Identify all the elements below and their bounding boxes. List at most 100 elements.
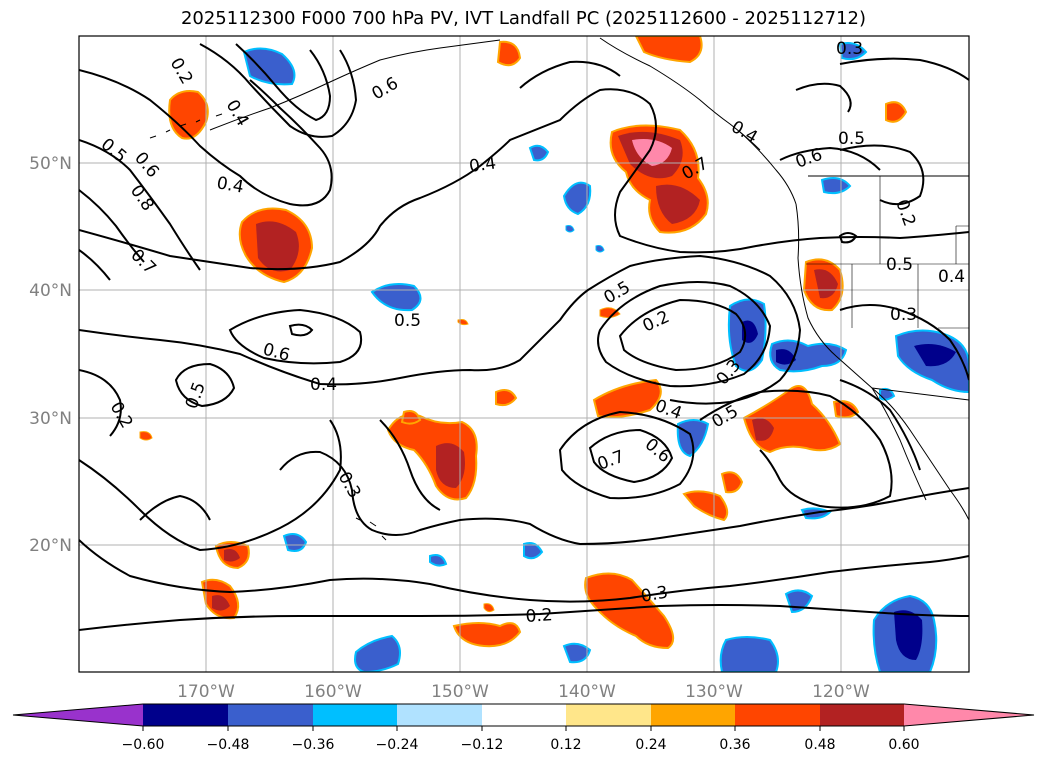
bc-coast bbox=[739, 131, 797, 205]
figure-title: 2025112300 F000 700 hPa PV, IVT Landfall… bbox=[180, 8, 867, 29]
contour-line bbox=[79, 139, 201, 271]
colorbar-segment bbox=[820, 704, 904, 726]
anomaly-blob bbox=[523, 542, 544, 560]
anomaly-blob bbox=[814, 269, 838, 299]
anomaly-blob bbox=[599, 307, 621, 319]
anomaly-blob bbox=[879, 387, 896, 401]
anomaly-blob bbox=[776, 349, 796, 365]
mexico-border bbox=[871, 387, 969, 401]
anomaly-blob bbox=[400, 410, 422, 425]
contour-line bbox=[79, 419, 342, 552]
colorbar-tick-label: −0.60 bbox=[122, 737, 165, 753]
anomaly-blob bbox=[495, 389, 518, 407]
contour-label: 0.5 bbox=[394, 311, 421, 331]
alaska-panhandle bbox=[599, 37, 761, 151]
us-west-coast bbox=[795, 203, 969, 521]
contour-line bbox=[379, 419, 441, 511]
anomaly-blob bbox=[139, 431, 153, 441]
contour-label: 0.3 bbox=[639, 583, 669, 607]
colorbar: −0.60 −0.48 −0.36 −0.24 −0.12 0.12 0.24 … bbox=[12, 703, 1035, 753]
hawaii bbox=[355, 517, 387, 541]
contour-line bbox=[795, 82, 852, 113]
anomaly-blob bbox=[719, 636, 779, 672]
contour-line bbox=[839, 304, 969, 381]
contour-line bbox=[228, 308, 362, 365]
alaska-coast bbox=[209, 39, 501, 131]
lat-label: 30°N bbox=[29, 409, 72, 429]
anomaly-blob bbox=[838, 42, 868, 61]
lon-label: 130°W bbox=[685, 682, 743, 702]
contour-label: 0.2 bbox=[525, 605, 553, 627]
contour-line bbox=[174, 362, 236, 408]
colorbar-tick-label: −0.12 bbox=[461, 737, 504, 753]
contour-line bbox=[597, 281, 772, 388]
coastlines bbox=[149, 37, 969, 541]
contour-label: 0.4 bbox=[215, 173, 245, 197]
anomaly-blob bbox=[212, 595, 230, 611]
contour-line bbox=[779, 146, 881, 171]
colorbar-segment bbox=[735, 704, 820, 726]
anomaly-blob bbox=[528, 144, 550, 162]
map-area: 0.2 0.4 0.6 0.8 0.7 0.4 0.5 0.6 0.4 0.5 … bbox=[79, 36, 969, 672]
lon-label: 150°W bbox=[431, 682, 489, 702]
anomaly-blob bbox=[820, 177, 852, 195]
anomaly-blob bbox=[354, 634, 401, 672]
colorbar-segment bbox=[651, 704, 735, 726]
anomaly-blob bbox=[592, 378, 662, 419]
anomaly-blob bbox=[483, 603, 495, 613]
contour-label: 0.4 bbox=[310, 375, 337, 395]
anomaly-blob bbox=[452, 622, 522, 648]
contour-label: 0.4 bbox=[468, 153, 498, 177]
contour-line bbox=[588, 428, 674, 484]
anomaly-blob bbox=[914, 344, 956, 367]
contour-line bbox=[519, 60, 621, 89]
contour-label: 0.3 bbox=[890, 305, 917, 325]
anomaly-blob bbox=[894, 610, 923, 660]
contour-line bbox=[79, 254, 802, 405]
contour-line bbox=[699, 389, 893, 509]
colorbar-segment bbox=[143, 704, 228, 726]
contour-label: 0.5 bbox=[838, 129, 865, 149]
anomaly-blob bbox=[682, 490, 729, 522]
anomaly-blob bbox=[224, 549, 240, 562]
anomaly-blob bbox=[429, 554, 448, 567]
contour-line bbox=[558, 410, 695, 500]
lon-label: 140°W bbox=[558, 682, 616, 702]
contour-line bbox=[139, 494, 211, 521]
contour-label: 0.4 bbox=[938, 267, 965, 287]
colorbar-tick-label: 0.60 bbox=[888, 737, 919, 753]
contour-line bbox=[79, 369, 122, 437]
anomaly-blob bbox=[632, 139, 672, 166]
contour-line bbox=[79, 189, 145, 263]
anomaly-blob bbox=[584, 572, 675, 650]
anomaly-blob bbox=[370, 283, 422, 312]
contour-line bbox=[618, 298, 747, 372]
colorbar-tick-label: 0.36 bbox=[719, 737, 750, 753]
contour-line bbox=[279, 450, 969, 546]
contour-line bbox=[288, 323, 314, 337]
graticule bbox=[79, 36, 969, 672]
colorbar-segment bbox=[313, 704, 397, 726]
colorbar-tick-label: 0.24 bbox=[635, 737, 666, 753]
anomaly-blob bbox=[720, 471, 744, 494]
latitude-labels: 50°N 40°N 30°N 20°N bbox=[29, 154, 72, 556]
colorbar-segment bbox=[397, 704, 482, 726]
contour-label: 0.5 bbox=[886, 255, 913, 275]
anomaly-blob bbox=[436, 443, 465, 488]
contour-line bbox=[235, 43, 332, 122]
colorbar-segment bbox=[482, 704, 566, 726]
anomaly-blob bbox=[562, 642, 592, 664]
longitude-labels: 170°W 160°W 150°W 140°W 130°W 120°W bbox=[177, 682, 870, 702]
pv-contours bbox=[79, 43, 969, 631]
aleutian-islands bbox=[149, 113, 223, 139]
contour-line bbox=[838, 232, 858, 244]
anomaly-blob bbox=[885, 101, 908, 123]
contour-line bbox=[79, 539, 969, 603]
map-frame bbox=[78, 35, 970, 673]
anomaly-blob bbox=[562, 181, 592, 216]
contour-label: 0.3 bbox=[836, 39, 863, 59]
colorbar-extend-high bbox=[904, 704, 1034, 726]
colorbar-tick-label: −0.48 bbox=[207, 737, 250, 753]
contour-line bbox=[79, 604, 969, 631]
